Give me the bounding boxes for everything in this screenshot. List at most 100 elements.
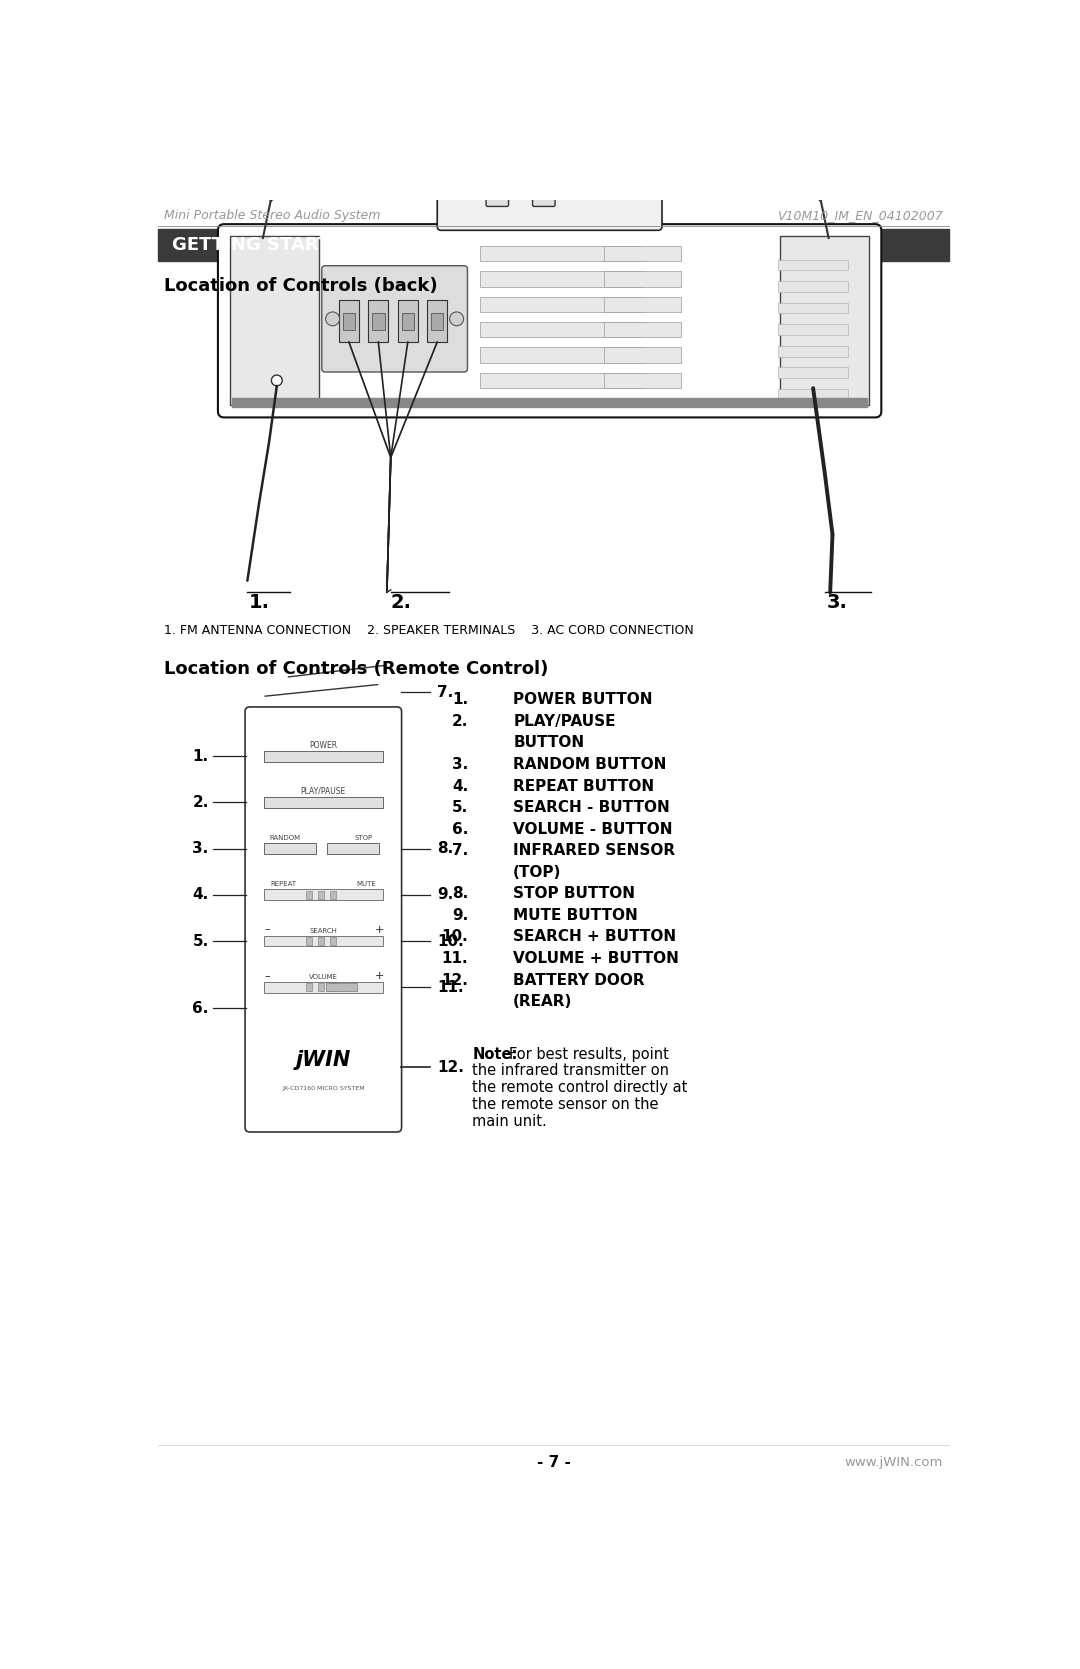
Text: www.jWIN.com: www.jWIN.com	[845, 1455, 943, 1469]
Bar	[307, 891, 312, 898]
Text: 11.: 11.	[442, 951, 469, 966]
Text: VOLUME - BUTTON: VOLUME - BUTTON	[513, 821, 673, 836]
Text: Location of Controls (Remote Control): Location of Controls (Remote Control)	[164, 661, 549, 678]
Bar	[604, 372, 681, 389]
Bar	[779, 367, 848, 379]
Text: jWIN: jWIN	[296, 1050, 351, 1070]
Text: 4.: 4.	[453, 778, 469, 793]
Text: 2.: 2.	[391, 592, 411, 611]
Text: –: –	[265, 971, 270, 981]
Bar	[780, 237, 869, 406]
Bar	[402, 314, 414, 330]
Text: 6.: 6.	[192, 1000, 208, 1015]
Bar	[339, 300, 359, 342]
Text: SEARCH - BUTTON: SEARCH - BUTTON	[513, 799, 670, 814]
FancyBboxPatch shape	[437, 194, 662, 230]
FancyBboxPatch shape	[322, 265, 468, 372]
Text: SEARCH: SEARCH	[309, 928, 337, 933]
Bar	[264, 843, 315, 855]
Text: 9.: 9.	[437, 888, 454, 903]
Text: –: –	[265, 925, 270, 935]
Text: 12.: 12.	[437, 1060, 464, 1075]
Text: - 7 -: - 7 -	[537, 1455, 570, 1470]
Text: 7.: 7.	[453, 843, 469, 858]
Bar	[779, 389, 848, 399]
Bar	[318, 938, 324, 945]
Text: MUTE: MUTE	[356, 881, 376, 888]
Text: 3.: 3.	[192, 841, 208, 856]
Text: STOP BUTTON: STOP BUTTON	[513, 886, 635, 901]
Bar	[604, 322, 681, 337]
Text: 8.: 8.	[453, 886, 469, 901]
Text: 1.: 1.	[192, 749, 208, 764]
Bar	[264, 751, 383, 761]
Text: MUTE BUTTON: MUTE BUTTON	[513, 908, 638, 923]
Bar	[779, 260, 848, 270]
Text: BUTTON: BUTTON	[513, 736, 584, 751]
Text: the infrared transmitter on: the infrared transmitter on	[472, 1063, 670, 1078]
Text: 2.: 2.	[451, 714, 469, 729]
Bar	[779, 345, 848, 357]
Text: 6.: 6.	[451, 821, 469, 836]
Text: PLAY/PAUSE: PLAY/PAUSE	[300, 788, 346, 796]
Bar	[480, 245, 643, 260]
FancyBboxPatch shape	[486, 190, 509, 207]
Bar	[480, 372, 643, 389]
Text: JX-CD7160 MICRO SYSTEM: JX-CD7160 MICRO SYSTEM	[282, 1087, 365, 1092]
Text: 10.: 10.	[437, 933, 464, 948]
Bar	[480, 297, 643, 312]
Text: Mini Portable Stereo Audio System: Mini Portable Stereo Audio System	[164, 209, 381, 222]
Text: main unit.: main unit.	[472, 1115, 546, 1130]
Bar	[480, 322, 643, 337]
Text: +: +	[375, 925, 383, 935]
Bar	[779, 280, 848, 292]
Text: 9.: 9.	[453, 908, 469, 923]
Bar	[307, 938, 312, 945]
Text: 1.: 1.	[248, 592, 270, 611]
Bar	[264, 798, 383, 808]
Text: GETTING STARTED: GETTING STARTED	[172, 235, 357, 254]
Text: Note:: Note:	[472, 1046, 517, 1061]
Bar	[397, 300, 418, 342]
FancyBboxPatch shape	[245, 708, 402, 1132]
Text: POWER: POWER	[309, 741, 337, 749]
Text: 3.: 3.	[827, 592, 848, 611]
Circle shape	[271, 376, 282, 386]
Bar	[264, 890, 383, 900]
Bar	[604, 270, 681, 287]
Text: PLAY/PAUSE: PLAY/PAUSE	[513, 714, 616, 729]
Text: 4.: 4.	[192, 888, 208, 903]
Bar	[480, 347, 643, 362]
Text: 2.: 2.	[192, 794, 208, 809]
Text: For best results, point: For best results, point	[510, 1046, 670, 1061]
Bar	[264, 936, 383, 946]
Text: RANDOM BUTTON: RANDOM BUTTON	[513, 758, 666, 773]
Circle shape	[449, 312, 463, 325]
Bar	[604, 347, 681, 362]
Bar	[342, 314, 355, 330]
Bar	[327, 843, 379, 855]
Bar	[329, 938, 336, 945]
Text: RANDOM: RANDOM	[270, 834, 301, 841]
Bar	[428, 300, 447, 342]
Bar	[307, 983, 312, 991]
Text: the remote sensor on the: the remote sensor on the	[472, 1097, 659, 1112]
Text: (REAR): (REAR)	[513, 995, 572, 1010]
Text: INFRARED SENSOR: INFRARED SENSOR	[513, 843, 675, 858]
Text: Location of Controls (back): Location of Controls (back)	[164, 277, 438, 295]
Text: 10.: 10.	[442, 930, 469, 945]
Bar	[232, 399, 867, 407]
Bar	[264, 981, 383, 993]
Text: +: +	[375, 971, 383, 981]
Bar	[431, 314, 444, 330]
Text: VOLUME: VOLUME	[309, 973, 338, 980]
Bar	[779, 302, 848, 314]
Bar	[373, 314, 384, 330]
Text: POWER BUTTON: POWER BUTTON	[513, 693, 652, 708]
Text: REPEAT: REPEAT	[270, 881, 296, 888]
Text: 3.: 3.	[453, 758, 469, 773]
Circle shape	[326, 312, 339, 325]
Text: 8.: 8.	[437, 841, 454, 856]
Text: STOP: STOP	[354, 834, 373, 841]
Text: 1.: 1.	[453, 693, 469, 708]
